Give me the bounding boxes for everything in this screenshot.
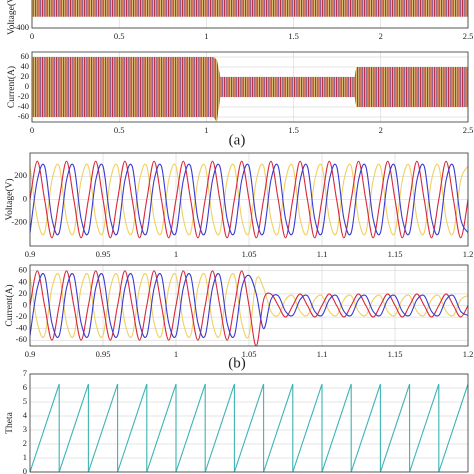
y-tick-label: 3 bbox=[23, 424, 27, 434]
series-line bbox=[30, 163, 468, 236]
y-tick-label: 60 bbox=[19, 265, 28, 275]
axes-frame bbox=[31, 0, 469, 29]
y-axis-label: Voltage(V) bbox=[6, 0, 17, 35]
x-tick-label: 1 bbox=[204, 125, 208, 135]
series-line bbox=[30, 163, 468, 236]
y-tick-label: 40 bbox=[19, 276, 28, 286]
y-tick-label: -40 bbox=[18, 101, 29, 111]
x-tick-label: 2 bbox=[379, 125, 383, 135]
y-tick-label: 40 bbox=[21, 61, 30, 71]
x-tick-label: 1.5 bbox=[288, 31, 299, 41]
y-tick-label: 0 bbox=[23, 193, 27, 203]
y-tick-label: -60 bbox=[16, 334, 27, 344]
axes-frame bbox=[29, 373, 469, 473]
x-tick-label: 0 bbox=[30, 31, 34, 41]
x-tick-label: 0 bbox=[30, 125, 34, 135]
x-tick-label: 1.1 bbox=[317, 349, 328, 359]
x-tick-label: 1.15 bbox=[388, 349, 403, 359]
panel: -200 0 200 0.9 0.95 1 1.05 1.1 1.15 1.2 Voltage(V) bbox=[4, 152, 474, 259]
caption: (a) bbox=[229, 132, 246, 148]
y-tick-label: -20 bbox=[18, 91, 29, 101]
plot-area bbox=[32, 57, 468, 122]
axes-frame bbox=[29, 264, 469, 347]
x-tick-label: 0.95 bbox=[96, 249, 111, 259]
plot-area bbox=[30, 160, 468, 239]
plot-area bbox=[30, 270, 468, 346]
y-tick-label: 4 bbox=[23, 410, 28, 420]
waveform-envelope bbox=[32, 0, 468, 17]
x-tick-label: 0.9 bbox=[25, 349, 36, 359]
series-line bbox=[30, 270, 468, 346]
x-tick-label: 1 bbox=[174, 249, 178, 259]
x-tick-label: 2.5 bbox=[463, 125, 474, 135]
y-tick-label: 20 bbox=[21, 71, 30, 81]
x-tick-label: 1.05 bbox=[242, 349, 257, 359]
x-tick-label: 0.95 bbox=[96, 349, 111, 359]
series-line bbox=[30, 160, 468, 239]
y-axis-label: Voltage(V) bbox=[4, 178, 15, 220]
caption: (b) bbox=[228, 355, 246, 371]
axes-frame bbox=[31, 51, 469, 123]
y-tick-label: -400 bbox=[13, 22, 29, 32]
y-tick-label: 1 bbox=[23, 452, 27, 462]
y-tick-label: -60 bbox=[18, 111, 29, 121]
x-tick-label: 1.2 bbox=[463, 249, 474, 259]
y-tick-label: 5 bbox=[23, 396, 27, 406]
y-tick-label: 7 bbox=[23, 368, 27, 378]
series-line bbox=[30, 383, 468, 472]
y-tick-label: 6 bbox=[23, 382, 27, 392]
plot-area bbox=[30, 383, 468, 472]
y-axis-label: Current(A) bbox=[4, 284, 15, 326]
x-tick-label: 1 bbox=[204, 31, 208, 41]
series-line bbox=[30, 273, 468, 338]
axes-frame bbox=[29, 152, 469, 247]
y-axis-label: Theta bbox=[5, 411, 15, 433]
x-tick-label: 1 bbox=[174, 349, 178, 359]
plot-area bbox=[32, 0, 468, 17]
y-tick-label: -200 bbox=[11, 217, 27, 227]
y-tick-label: 0 bbox=[23, 466, 27, 474]
panel: 0 1 2 3 4 5 6 7 Theta bbox=[5, 368, 469, 474]
y-tick-label: 60 bbox=[21, 51, 30, 61]
y-tick-label: 200 bbox=[14, 170, 27, 180]
y-tick-label: 0 bbox=[23, 299, 27, 309]
x-tick-label: 1.2 bbox=[463, 349, 474, 359]
y-tick-label: -40 bbox=[16, 323, 27, 333]
series-line bbox=[30, 273, 468, 339]
x-tick-label: 2.5 bbox=[463, 31, 474, 41]
x-tick-label: 0.9 bbox=[25, 249, 36, 259]
x-tick-label: 0.5 bbox=[114, 31, 125, 41]
x-tick-label: 1.05 bbox=[242, 249, 257, 259]
y-tick-label: 2 bbox=[23, 438, 27, 448]
y-axis-label: Current(A) bbox=[6, 66, 17, 108]
x-tick-label: 1.5 bbox=[288, 125, 299, 135]
y-tick-label: 20 bbox=[19, 288, 28, 298]
x-tick-label: 1.1 bbox=[317, 249, 328, 259]
x-tick-label: 2 bbox=[379, 31, 383, 41]
waveform-envelope bbox=[32, 57, 468, 122]
y-tick-label: -20 bbox=[16, 311, 27, 321]
x-tick-label: 1.15 bbox=[388, 249, 403, 259]
y-tick-label: 0 bbox=[25, 81, 29, 91]
x-tick-label: 0.5 bbox=[114, 125, 125, 135]
